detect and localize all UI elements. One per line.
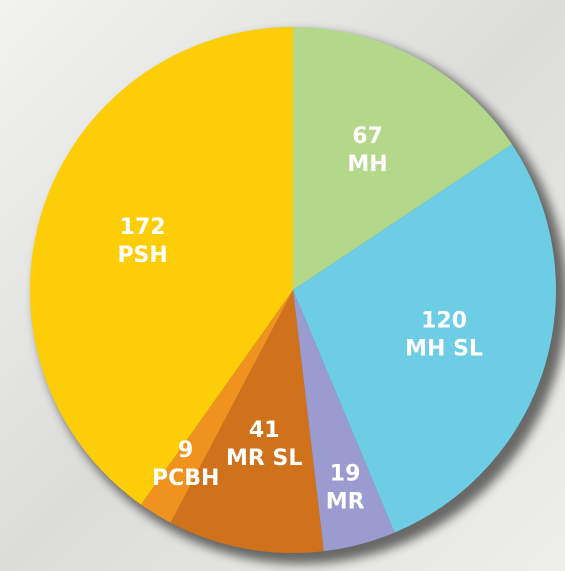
slice-category-label: PSH [117, 243, 167, 268]
slice-category-label: MH SL [405, 337, 483, 362]
slice-category-label: PCBH [152, 466, 219, 491]
slice-value-label: 67 [352, 124, 383, 149]
slice-category-label: MR [326, 489, 365, 514]
pie-slice [170, 290, 324, 554]
pie-slice [140, 290, 293, 523]
pie [30, 27, 556, 554]
slice-value-label: 172 [120, 215, 166, 240]
slice-value-label: 9 [178, 438, 193, 463]
pie-slice [30, 27, 294, 505]
pie-slice [293, 27, 512, 290]
labels: 67 MH 120 MH SL 19 MR 41 MR SL 9 PCBH 172 PSH [117, 124, 483, 515]
pie-slice [293, 290, 395, 552]
slice-value-label: 41 [249, 418, 280, 443]
slice-value-label: 19 [330, 461, 361, 486]
pie-slice [293, 144, 556, 533]
slice-value-label: 120 [421, 309, 467, 334]
slice-category-label: MH [347, 152, 387, 177]
slice-category-label: MR SL [226, 446, 302, 471]
